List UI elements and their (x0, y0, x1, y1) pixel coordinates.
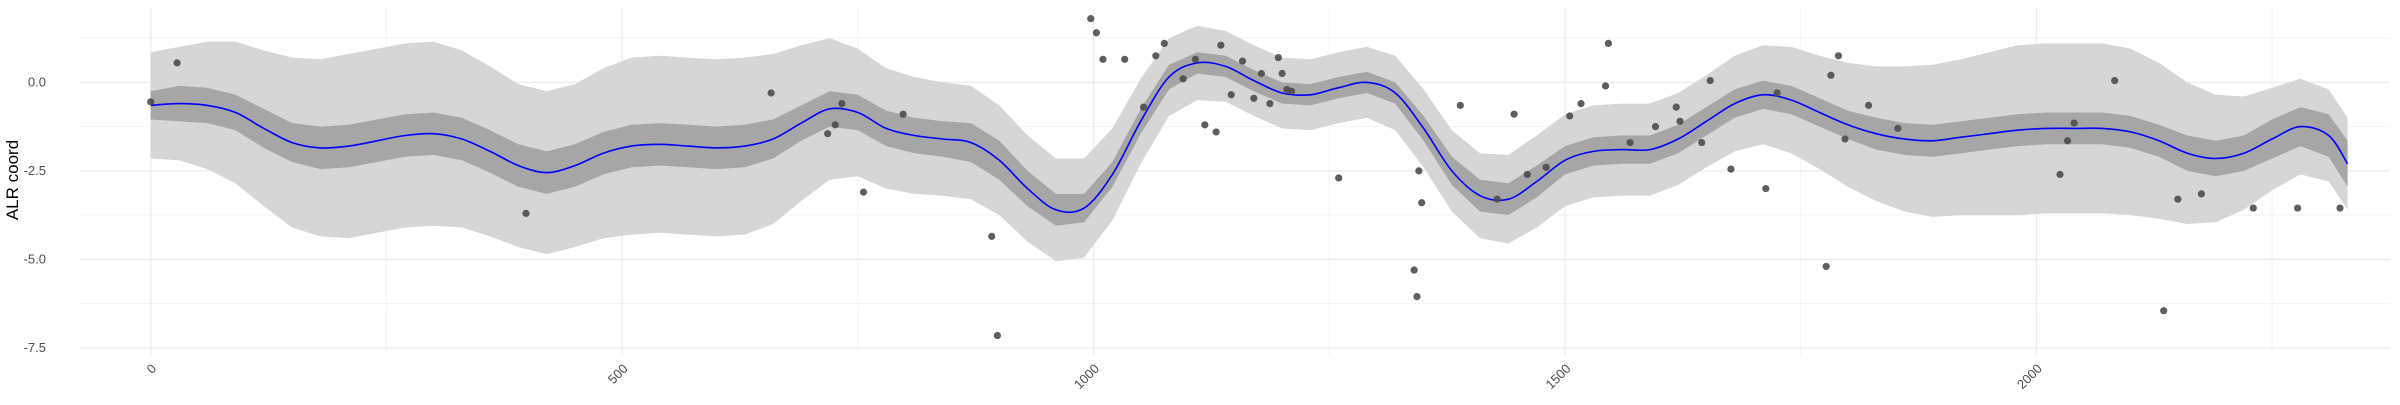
data-point (1227, 91, 1235, 99)
data-point (1257, 69, 1265, 78)
data-point (1601, 82, 1610, 90)
y-axis-ticks: 0.0 -2.5 -5.0 -7.5 (24, 74, 46, 355)
data-point (2174, 195, 2182, 203)
points-layer (147, 15, 2344, 340)
data-point (831, 121, 839, 129)
data-point (1523, 170, 1531, 179)
data-point (1672, 103, 1680, 111)
data-point (1456, 101, 1464, 109)
x-tick-label: 2000 (2014, 361, 2045, 392)
data-point (1274, 53, 1282, 62)
data-point (1626, 138, 1634, 147)
data-point (1152, 52, 1160, 60)
data-point (1413, 292, 1421, 301)
data-point (1676, 117, 1684, 125)
data-point (988, 232, 996, 240)
data-point (1287, 87, 1296, 95)
data-point (2249, 204, 2257, 212)
data-point (1865, 101, 1873, 109)
data-point (1099, 55, 1107, 63)
x-tick-label: 0 (144, 361, 160, 377)
data-point (1179, 75, 1187, 83)
data-point (1415, 167, 1423, 175)
data-point (1250, 94, 1258, 102)
data-point (1160, 39, 1168, 48)
data-point (1698, 138, 1706, 147)
data-point (899, 110, 907, 118)
y-tick-label: -7.5 (24, 340, 46, 355)
x-tick-label: 500 (605, 361, 631, 387)
data-point (2056, 170, 2064, 179)
outer-band (150, 25, 2348, 262)
data-point (1278, 69, 1286, 78)
data-point (1238, 57, 1247, 65)
data-point (1418, 199, 1426, 207)
data-point (2294, 204, 2302, 212)
data-point (1651, 123, 1660, 131)
data-point (838, 100, 846, 108)
data-point (1493, 195, 1501, 203)
data-point (767, 89, 775, 97)
data-point (173, 59, 181, 67)
data-point (1834, 52, 1843, 60)
x-tick-label: 1000 (1071, 361, 1102, 392)
data-point (1212, 128, 1220, 136)
y-axis-title: ALR coord (3, 140, 22, 220)
x-tick-label: 1500 (1542, 361, 1573, 392)
data-point (2111, 76, 2119, 85)
data-point (1894, 124, 1902, 132)
data-point (2160, 307, 2168, 315)
data-point (1604, 39, 1612, 48)
data-point (522, 209, 530, 217)
data-point (1773, 89, 1781, 97)
data-point (1841, 135, 1849, 143)
data-point (1827, 71, 1835, 79)
data-point (993, 331, 1002, 340)
data-point (2336, 204, 2344, 212)
data-point (1566, 112, 1574, 120)
y-tick-label: 0.0 (28, 74, 46, 89)
data-point (2197, 190, 2206, 198)
data-point (859, 188, 868, 196)
data-point (1822, 262, 1830, 271)
data-point (1139, 103, 1148, 111)
data-point (1087, 15, 1095, 23)
data-point (1121, 55, 1129, 63)
confidence-band-inner (150, 52, 2348, 226)
data-point (1510, 110, 1518, 118)
confidence-band-outer (150, 25, 2348, 262)
data-point (1191, 55, 1199, 63)
data-point (1762, 184, 1770, 193)
data-point (1577, 100, 1585, 108)
data-point (2070, 119, 2078, 127)
y-tick-label: -5.0 (24, 251, 46, 266)
data-point (2063, 137, 2072, 145)
data-point (147, 98, 155, 106)
data-point (1410, 266, 1418, 274)
data-point (1201, 121, 1209, 129)
data-point (1217, 41, 1225, 49)
y-tick-label: -2.5 (24, 163, 46, 178)
trend-line-layer (150, 61, 2349, 214)
data-point (1092, 29, 1100, 37)
trend-line (150, 61, 2349, 214)
data-point (1727, 165, 1735, 173)
data-point (824, 130, 832, 138)
data-point (1266, 100, 1274, 108)
x-axis-ticks: 0 500 1000 1500 2000 (144, 361, 2045, 392)
data-point (1542, 163, 1550, 171)
data-point (1335, 174, 1343, 182)
data-point (1706, 76, 1714, 85)
inner-band (150, 52, 2348, 226)
